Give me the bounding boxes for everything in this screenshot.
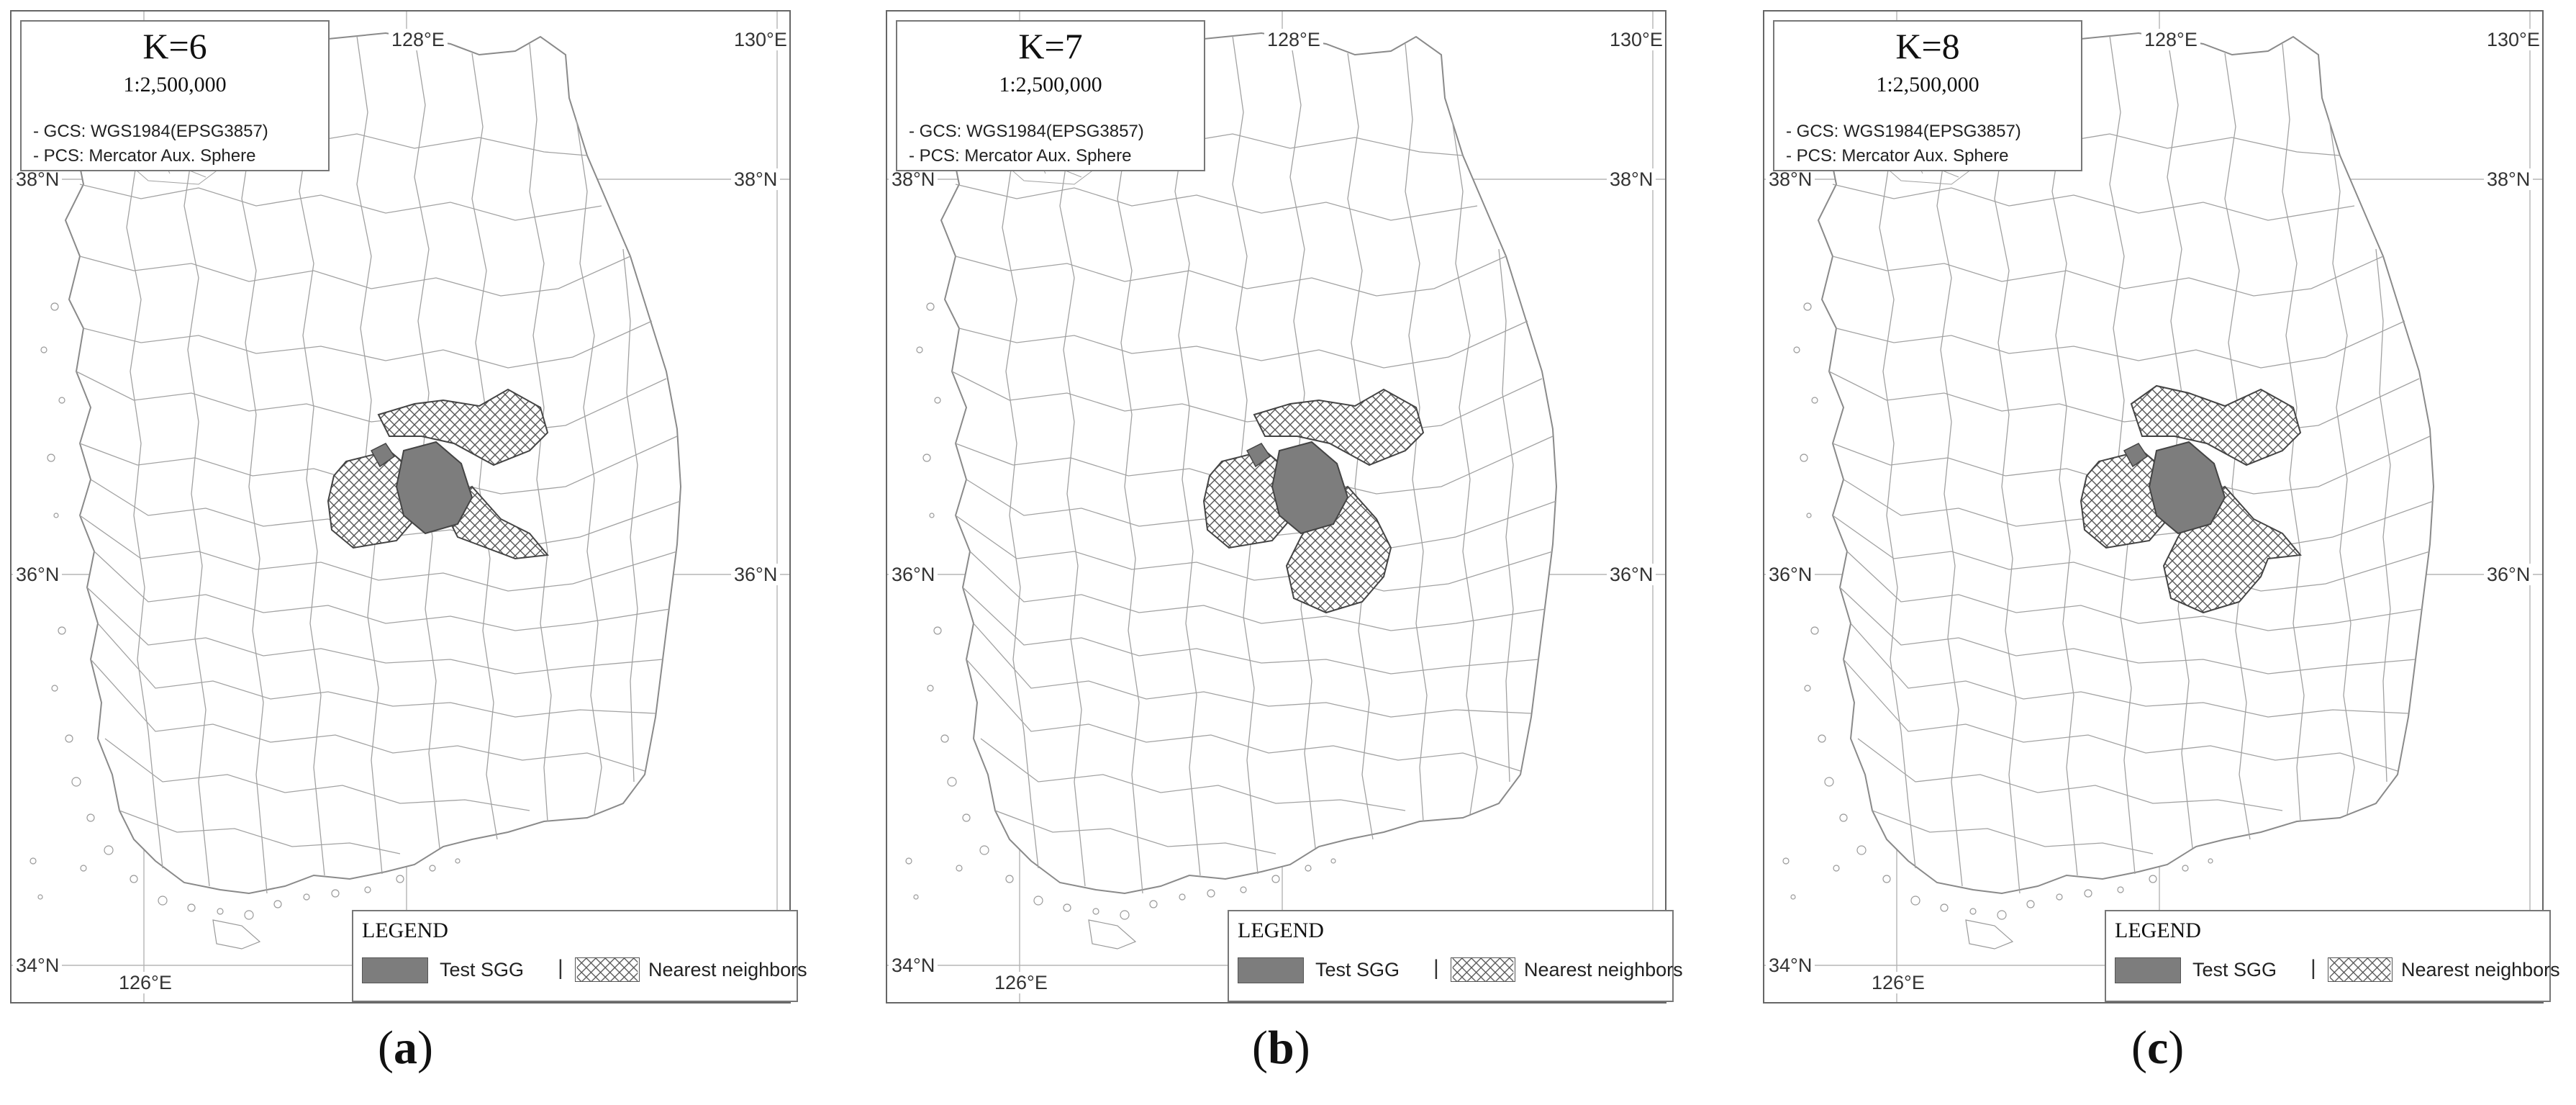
map-frame: 128°E 130°E 38°N 38°N 36°N 36°N 34°N 126…: [10, 10, 791, 1003]
test-sgg-fragment: [2123, 443, 2149, 468]
map-panel-b: 128°E 130°E 38°N 38°N 36°N 36°N 34°N 126…: [886, 10, 1683, 1003]
lat-label-38n-left: 38°N: [13, 168, 63, 190]
lon-label-128e: 128°E: [389, 29, 448, 50]
lon-label-126e: 126°E: [992, 972, 1051, 993]
k-value-label: K=6: [142, 26, 207, 66]
test-sgg-label: Test SGG: [2192, 959, 2277, 980]
caption-a: (a): [378, 1021, 433, 1074]
map-legend: LEGEND Test SGG | Nearest neighbors: [2105, 910, 2560, 1002]
caption-letter: b: [1267, 1021, 1294, 1074]
lat-label-38n-left: 38°N: [889, 168, 938, 190]
test-sgg-region: [2148, 441, 2226, 535]
map-info-box: K=6 1:2,500,000 - GCS: WGS1984(EPSG3857)…: [20, 20, 330, 171]
map-legend: LEGEND Test SGG | Nearest neighbors: [352, 910, 807, 1002]
legend-title: LEGEND: [2115, 919, 2201, 942]
nearest-neighbors-swatch: [2328, 957, 2393, 982]
test-sgg-region: [395, 441, 473, 535]
map-scale: 1:2,500,000: [123, 73, 227, 96]
lon-label-126e: 126°E: [116, 972, 175, 993]
lon-label-126e: 126°E: [1869, 972, 1928, 993]
lon-label-128e: 128°E: [2141, 29, 2200, 50]
gcs-label: - GCS: WGS1984(EPSG3857): [1786, 122, 2021, 141]
map-panel-a: 128°E 130°E 38°N 38°N 36°N 36°N 34°N 126…: [10, 10, 807, 1003]
nearest-neighbors-region: [1202, 388, 1425, 614]
map-scale: 1:2,500,000: [999, 73, 1102, 96]
gcs-label: - GCS: WGS1984(EPSG3857): [33, 122, 268, 141]
lat-label-36n-left: 36°N: [13, 564, 63, 585]
lat-label-34n-left: 34°N: [13, 955, 63, 976]
map-frame: 128°E 130°E 38°N 38°N 36°N 36°N 34°N 126…: [1763, 10, 2544, 1003]
legend-title: LEGEND: [362, 919, 448, 942]
lon-label-128e: 128°E: [1264, 29, 1323, 50]
legend-title: LEGEND: [1238, 919, 1324, 942]
caption-letter: a: [393, 1021, 417, 1074]
lat-label-38n-right: 38°N: [2484, 168, 2534, 190]
nearest-neighbors-swatch: [1451, 957, 1515, 982]
pcs-label: - PCS: Mercator Aux. Sphere: [33, 146, 256, 166]
lat-label-38n-right: 38°N: [1607, 168, 1656, 190]
test-sgg-label: Test SGG: [440, 959, 525, 980]
lat-label-36n-left: 36°N: [889, 564, 938, 585]
legend-separator: |: [2310, 956, 2316, 980]
k-value-label: K=7: [1018, 26, 1083, 66]
pcs-label: - PCS: Mercator Aux. Sphere: [1786, 146, 2009, 166]
map-panel-c: 128°E 130°E 38°N 38°N 36°N 36°N 34°N 126…: [1763, 10, 2560, 1003]
lat-label-36n-right: 36°N: [2484, 564, 2534, 585]
lat-label-36n-left: 36°N: [1766, 564, 1815, 585]
lat-label-38n-right: 38°N: [731, 168, 781, 190]
lat-label-36n-right: 36°N: [1607, 564, 1656, 585]
nearest-neighbors-label: Nearest neighbors: [2401, 959, 2560, 980]
nearest-neighbors-label: Nearest neighbors: [648, 959, 807, 980]
map-frame: 128°E 130°E 38°N 38°N 36°N 36°N 34°N 126…: [886, 10, 1666, 1003]
legend-separator: |: [1433, 956, 1439, 980]
nearest-neighbors-label: Nearest neighbors: [1524, 959, 1683, 980]
nearest-neighbors-swatch: [575, 957, 640, 982]
lat-label-34n-left: 34°N: [889, 955, 938, 976]
map-info-box: K=7 1:2,500,000 - GCS: WGS1984(EPSG3857)…: [896, 20, 1205, 171]
map-legend: LEGEND Test SGG | Nearest neighbors: [1228, 910, 1683, 1002]
test-sgg-fragment: [1246, 443, 1271, 468]
map-info-box: K=8 1:2,500,000 - GCS: WGS1984(EPSG3857)…: [1773, 20, 2082, 171]
legend-separator: |: [558, 956, 563, 980]
test-sgg-label: Test SGG: [1315, 959, 1400, 980]
korea-map: [887, 12, 1665, 1002]
lon-label-130e: 130°E: [2484, 29, 2542, 50]
korea-map: [1764, 12, 2542, 1002]
lat-label-36n-right: 36°N: [731, 564, 781, 585]
caption-b: (b): [1252, 1021, 1310, 1074]
lat-label-38n-left: 38°N: [1766, 168, 1815, 190]
nearest-neighbors-region: [327, 388, 549, 560]
gcs-label: - GCS: WGS1984(EPSG3857): [909, 122, 1144, 141]
lat-label-34n-left: 34°N: [1766, 955, 1815, 976]
test-sgg-swatch: [362, 957, 428, 983]
test-sgg-swatch: [1238, 957, 1304, 983]
caption-letter: c: [2146, 1021, 2169, 1074]
caption-c: (c): [2131, 1021, 2185, 1074]
test-sgg-region: [1271, 441, 1349, 535]
test-sgg-swatch: [2115, 957, 2181, 983]
map-scale: 1:2,500,000: [1876, 73, 1979, 96]
lon-label-130e: 130°E: [731, 29, 789, 50]
test-sgg-fragment: [370, 443, 396, 468]
pcs-label: - PCS: Mercator Aux. Sphere: [909, 146, 1132, 166]
k-value-label: K=8: [1895, 26, 1960, 66]
lon-label-130e: 130°E: [1607, 29, 1665, 50]
